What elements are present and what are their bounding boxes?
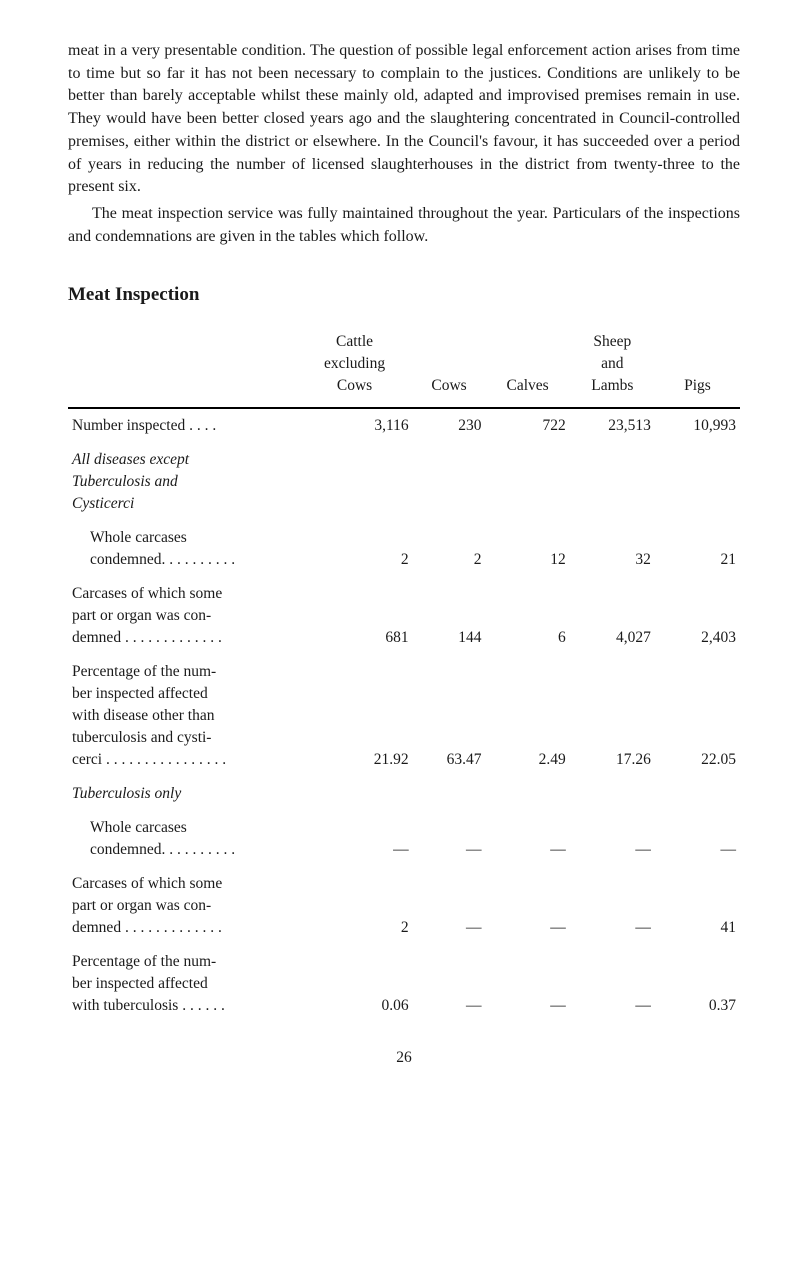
cell-label: Percentage of the num- ber inspected aff… [68, 945, 296, 1023]
cell-label: Percentage of the num- ber inspected aff… [68, 655, 296, 777]
col-cows: Cows [413, 329, 486, 408]
col-label: Sheep [574, 331, 651, 353]
cell-value: 41 [655, 867, 740, 945]
col-label: and [574, 353, 651, 375]
row-label-line: Carcases of which some [72, 583, 294, 605]
cell-value: — [485, 945, 569, 1023]
row-percentage-1: Percentage of the num- ber inspected aff… [68, 655, 740, 777]
cell-value: 2 [296, 867, 412, 945]
row-label-line: demned . . . . . . . . . . . . . [72, 917, 294, 939]
row-number-inspected: Number inspected . . . . 3,116 230 722 2… [68, 408, 740, 443]
row-label-line: Whole carcases [72, 527, 187, 549]
group-heading: Tuberculosis only [72, 785, 181, 802]
section-title-meat-inspection: Meat Inspection [68, 282, 740, 309]
row-label-line: tuberculosis and cysti- [72, 727, 294, 749]
cell-label: Carcases of which some part or organ was… [68, 867, 296, 945]
cell-label: Number inspected . . . . [68, 408, 296, 443]
cell-value: — [655, 811, 740, 867]
col-label: excluding [300, 353, 408, 375]
row-whole-carcases-2: Whole carcases condemned. . . . . . . . … [68, 811, 740, 867]
cell-value: 2 [296, 521, 412, 577]
row-label-line: cerci . . . . . . . . . . . . . . . . [72, 749, 294, 771]
col-sheep-lambs: Sheep and Lambs [570, 329, 655, 408]
cell-value: — [413, 867, 486, 945]
row-group1-title: All diseases except Tuberculosis and Cys… [68, 443, 740, 521]
row-label-line: with disease other than [72, 705, 294, 727]
row-percentage-2: Percentage of the num- ber inspected aff… [68, 945, 740, 1023]
row-label-line: demned . . . . . . . . . . . . . [72, 627, 294, 649]
cell-label: Whole carcases condemned. . . . . . . . … [68, 811, 296, 867]
row-group2-title: Tuberculosis only [68, 777, 740, 811]
cell-value: 722 [485, 408, 569, 443]
cell-value: — [570, 945, 655, 1023]
cell-value: — [485, 811, 569, 867]
group-heading: All diseases except [72, 449, 294, 471]
row-whole-carcases-1: Whole carcases condemned. . . . . . . . … [68, 521, 740, 577]
row-label-line: Percentage of the num- [72, 661, 294, 683]
col-label: Lambs [574, 375, 651, 397]
row-label-line: Whole carcases [72, 817, 187, 839]
cell-value: 4,027 [570, 577, 655, 655]
page: meat in a very presentable condition. Th… [0, 0, 800, 1286]
row-label-line: Percentage of the num- [72, 951, 294, 973]
cell-value: 0.06 [296, 945, 412, 1023]
cell-value: 3,116 [296, 408, 412, 443]
cell-value: 681 [296, 577, 412, 655]
row-label-line: Carcases of which some [72, 873, 294, 895]
row-label-line: condemned. . . . . . . . . . [72, 549, 235, 571]
col-blank [68, 329, 296, 408]
cell-value: 21 [655, 521, 740, 577]
cell-value: — [570, 811, 655, 867]
cell-value: 21.92 [296, 655, 412, 777]
cell-label: Carcases of which some part or organ was… [68, 577, 296, 655]
group-heading: Cysticerci [72, 493, 294, 515]
cell-value: 63.47 [413, 655, 486, 777]
col-label: Cattle [300, 331, 408, 353]
cell-value: 2.49 [485, 655, 569, 777]
cell-value: 230 [413, 408, 486, 443]
cell-value: — [413, 811, 486, 867]
row-label-line: ber inspected affected [72, 683, 294, 705]
col-pigs: Pigs [655, 329, 740, 408]
table-header: Cattle excluding Cows Cows Calves Sheep … [68, 329, 740, 408]
cell-label: Tuberculosis only [68, 777, 296, 811]
cell-value: 6 [485, 577, 569, 655]
cell-value: 2 [413, 521, 486, 577]
meat-inspection-table: Cattle excluding Cows Cows Calves Sheep … [68, 329, 740, 1023]
row-label-line: part or organ was con- [72, 895, 294, 917]
row-label-line: ber inspected affected [72, 973, 294, 995]
row-carcases-part-2: Carcases of which some part or organ was… [68, 867, 740, 945]
cell-value: 32 [570, 521, 655, 577]
cell-value: — [485, 867, 569, 945]
group-heading: Tuberculosis and [72, 471, 294, 493]
cell-value: 2,403 [655, 577, 740, 655]
row-carcases-part-1: Carcases of which some part or organ was… [68, 577, 740, 655]
cell-value: 12 [485, 521, 569, 577]
cell-label: Whole carcases condemned. . . . . . . . … [68, 521, 296, 577]
col-label: Cows [300, 375, 408, 397]
cell-value: 22.05 [655, 655, 740, 777]
cell-value: 23,513 [570, 408, 655, 443]
paragraph-2: The meat inspection service was fully ma… [68, 203, 740, 248]
cell-value: — [570, 867, 655, 945]
cell-value: 0.37 [655, 945, 740, 1023]
cell-value: — [296, 811, 412, 867]
paragraph-1: meat in a very presentable condition. Th… [68, 40, 740, 199]
cell-label: All diseases except Tuberculosis and Cys… [68, 443, 296, 521]
cell-value: 144 [413, 577, 486, 655]
row-label-line: part or organ was con- [72, 605, 294, 627]
cell-value: 17.26 [570, 655, 655, 777]
cell-value: 10,993 [655, 408, 740, 443]
row-label-line: condemned. . . . . . . . . . [72, 839, 235, 861]
page-number: 26 [68, 1047, 740, 1069]
col-cattle-excl-cows: Cattle excluding Cows [296, 329, 412, 408]
row-label-line: with tuberculosis . . . . . . [72, 995, 294, 1017]
cell-value: — [413, 945, 486, 1023]
col-calves: Calves [485, 329, 569, 408]
